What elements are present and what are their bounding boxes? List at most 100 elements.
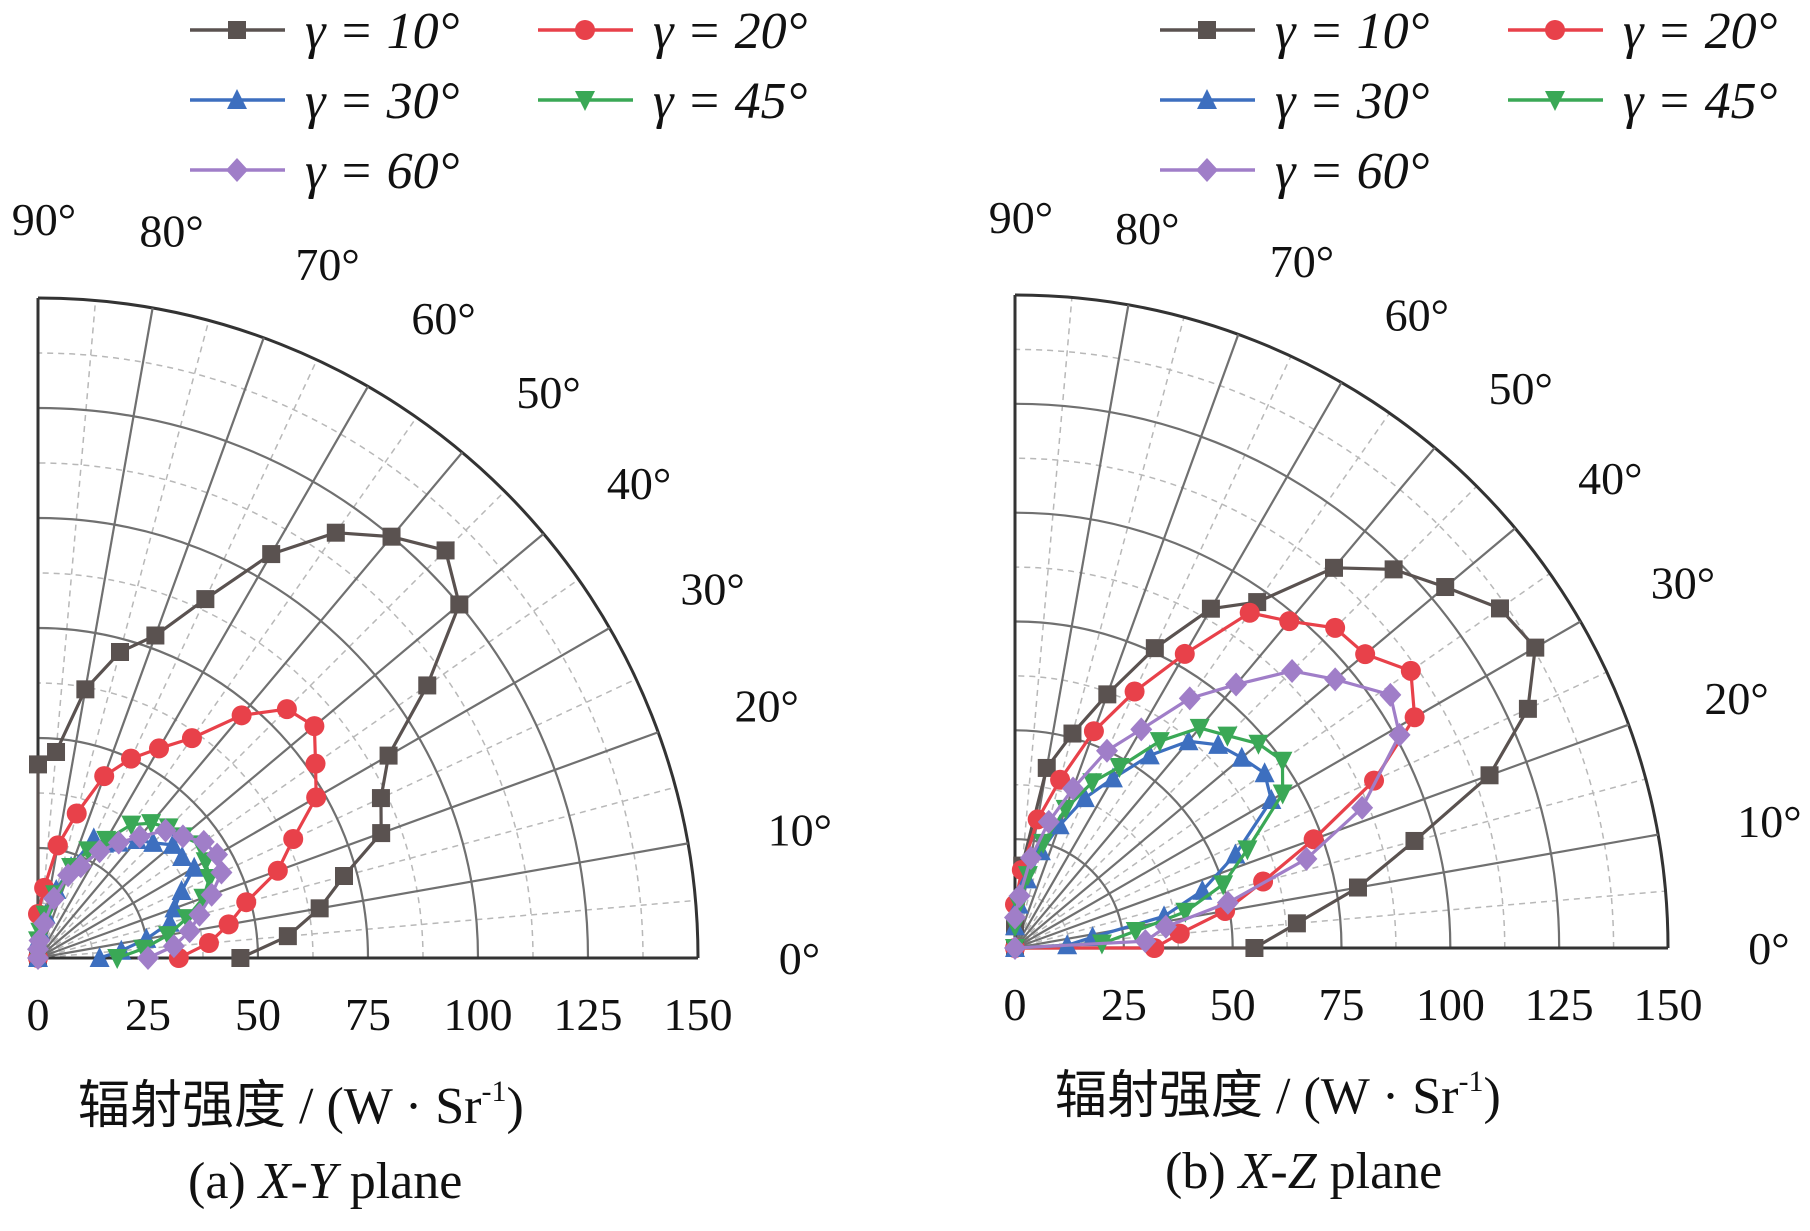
data-point — [1526, 638, 1545, 657]
data-point — [262, 545, 281, 564]
data-point — [1134, 929, 1157, 954]
polar-chart-xz: 0 25 50 75 100 125 150 0° 10° 20° 30° 40° 50° 60° 70° 8… — [989, 3, 1802, 1200]
series-diamond — [1004, 658, 1411, 960]
data-point — [206, 842, 229, 867]
data-point — [107, 949, 128, 969]
series-triangle-down — [1005, 718, 1293, 959]
data-point — [1208, 733, 1229, 754]
data-point — [137, 946, 159, 970]
data-point — [1004, 936, 1026, 960]
data-point — [149, 738, 169, 759]
data-point — [1348, 878, 1367, 897]
data-point — [1033, 833, 1054, 854]
data-point — [1037, 809, 1060, 834]
data-point — [120, 748, 141, 769]
data-point — [29, 755, 47, 774]
data-point — [76, 680, 95, 699]
angular-tick-label: 80° — [139, 205, 203, 256]
data-point — [1436, 578, 1455, 597]
radial-tick-label: 100 — [1416, 979, 1485, 1030]
angular-tick-label: 0° — [1748, 923, 1789, 974]
legend-label: γ = 20° — [653, 3, 807, 60]
data-point — [450, 595, 469, 614]
data-point — [181, 728, 202, 749]
polar-chart-xy: 0 25 50 75 100 125 150 0° 10° 20° 30° 40° 50° 60° 70° 8… — [12, 3, 832, 1210]
major-grid-arc — [37, 626, 370, 959]
major-grid-spoke — [1013, 334, 1240, 949]
data-point — [1102, 767, 1123, 788]
data-point — [1062, 776, 1085, 801]
data-point — [1139, 744, 1160, 765]
angular-tick-label: 50° — [516, 367, 580, 418]
data-point — [1279, 611, 1300, 632]
legend-label: γ = 30° — [1275, 73, 1429, 130]
data-point — [141, 814, 162, 835]
data-point — [171, 824, 194, 849]
data-point — [1216, 890, 1239, 915]
data-point — [1109, 758, 1130, 779]
angular-tick-label: 40° — [607, 458, 671, 509]
legend-marker — [575, 91, 595, 111]
radial-tick-label: 25 — [125, 989, 171, 1040]
data-point — [1083, 721, 1104, 742]
data-point — [231, 949, 250, 967]
angular-tick-label: 90° — [12, 194, 76, 245]
radial-tick-label: 50 — [235, 989, 281, 1040]
data-point — [278, 927, 297, 946]
angular-tick-label: 90° — [989, 192, 1053, 243]
data-point — [157, 926, 178, 947]
series-line — [1013, 566, 1537, 950]
legend-marker — [1196, 158, 1218, 182]
legend-label: γ = 20° — [1623, 3, 1777, 60]
data-point — [1189, 718, 1210, 739]
data-point — [326, 523, 345, 542]
data-point — [1178, 730, 1199, 751]
data-point — [1149, 732, 1170, 753]
angular-tick-label: 10° — [1737, 796, 1801, 847]
data-point — [178, 919, 201, 944]
legend-label: γ = 60° — [305, 143, 459, 200]
data-point — [172, 846, 193, 867]
data-point — [1325, 617, 1346, 638]
data-point — [1225, 672, 1248, 697]
major-grid-spoke — [37, 385, 369, 959]
data-point — [1272, 751, 1293, 772]
legend-label: γ = 10° — [305, 3, 459, 60]
data-point — [1124, 681, 1145, 702]
data-point — [306, 787, 327, 808]
data-point — [88, 839, 111, 864]
major-grid-arc — [37, 296, 700, 959]
data-point — [184, 856, 205, 877]
data-point — [1295, 846, 1318, 871]
data-point — [143, 831, 164, 852]
major-grid-spoke — [36, 337, 265, 959]
data-point — [1095, 738, 1118, 763]
data-point — [1008, 883, 1031, 908]
legend-marker — [227, 89, 247, 109]
data-point — [1201, 599, 1220, 618]
major-grid-arc — [37, 406, 590, 959]
angular-tick-label: 70° — [1270, 236, 1334, 287]
data-point — [1050, 769, 1071, 790]
angular-tick-label: 60° — [1385, 290, 1449, 341]
data-point — [1130, 717, 1153, 742]
legend-label: γ = 45° — [1623, 73, 1777, 130]
series-square — [29, 523, 469, 967]
data-point — [1239, 602, 1260, 623]
data-point — [196, 590, 215, 609]
data-point — [1287, 914, 1306, 933]
legend-label: γ = 30° — [305, 73, 459, 130]
data-point — [1175, 902, 1196, 923]
radial-tick-label: 125 — [1525, 979, 1594, 1030]
major-grid-arc — [37, 516, 480, 959]
data-point — [1125, 922, 1146, 943]
data-point — [310, 899, 329, 918]
data-point — [1017, 866, 1038, 887]
data-point — [1154, 914, 1177, 939]
data-point — [162, 833, 183, 854]
data-point — [210, 860, 233, 885]
data-point — [1518, 699, 1537, 718]
data-point — [1379, 682, 1402, 707]
data-point — [1098, 685, 1117, 704]
angular-tick-label: 10° — [768, 805, 832, 856]
